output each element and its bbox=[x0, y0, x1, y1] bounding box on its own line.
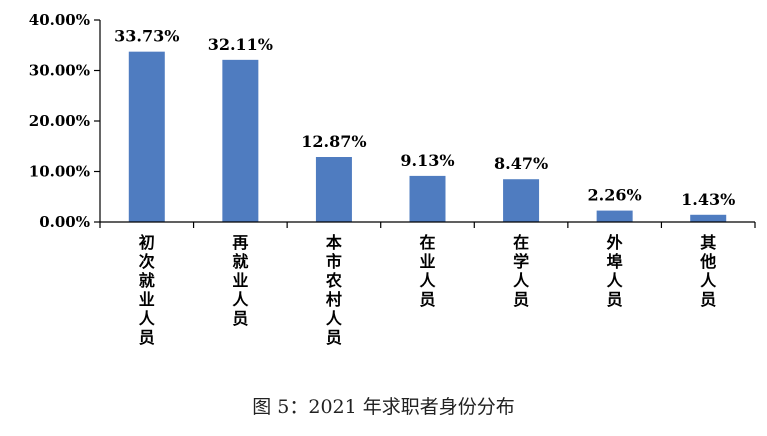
data-label-7: 1.43% bbox=[681, 190, 735, 209]
figure-caption: 图 5：2021 年求职者身份分布 bbox=[252, 396, 515, 418]
x-tick-label-7: 其他人员 bbox=[699, 233, 717, 309]
bar-2 bbox=[222, 59, 259, 223]
data-labels: 33.73% 32.11% 12.87% 9.13% 8.47% 2.26% 1.43% bbox=[114, 27, 735, 209]
bar-6 bbox=[596, 210, 633, 222]
bar-chart: 0.00% 10.00% 20.00% 30.00% 40.00% 33.73% 32.1… bbox=[29, 11, 756, 347]
bar-3 bbox=[315, 157, 352, 222]
x-tick-label-6: 外埠人员 bbox=[606, 233, 624, 309]
x-tick-label-4: 在业人员 bbox=[419, 233, 436, 309]
data-label-5: 8.47% bbox=[494, 154, 548, 173]
bar-4 bbox=[409, 175, 446, 222]
x-tick-label-2: 再就业人员 bbox=[232, 233, 249, 328]
y-tick-label: 0.00% bbox=[39, 213, 90, 231]
x-tick-label-3: 本市农村人员 bbox=[325, 233, 343, 347]
y-tick-label: 40.00% bbox=[29, 11, 90, 29]
y-axis: 0.00% 10.00% 20.00% 30.00% 40.00% bbox=[29, 11, 101, 231]
bars bbox=[128, 51, 727, 223]
data-label-3: 12.87% bbox=[301, 132, 366, 151]
y-tick-label: 20.00% bbox=[29, 112, 90, 130]
y-tick-label: 10.00% bbox=[29, 163, 90, 181]
data-label-2: 32.11% bbox=[208, 35, 273, 54]
bar-1 bbox=[128, 51, 165, 223]
bar-5 bbox=[503, 179, 540, 222]
data-label-1: 33.73% bbox=[114, 27, 179, 46]
bar-7 bbox=[690, 214, 727, 222]
y-tick-label: 30.00% bbox=[29, 62, 90, 80]
data-label-4: 9.13% bbox=[400, 151, 454, 170]
x-tick-label-5: 在学人员 bbox=[513, 233, 530, 309]
x-axis: 初次就业人员 再就业人员 本市农村人员 在业人员 在学人员 外埠人员 其他人员 bbox=[99, 221, 756, 347]
x-tick-label-1: 初次就业人员 bbox=[139, 233, 156, 347]
data-label-6: 2.26% bbox=[588, 186, 642, 205]
